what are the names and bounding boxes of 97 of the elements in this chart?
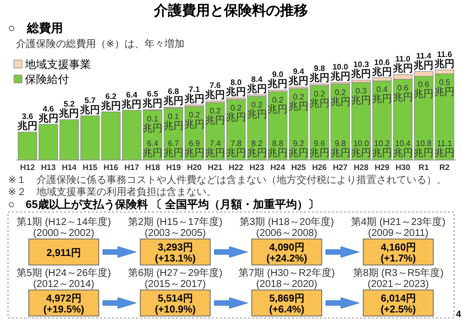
total-label: 11.6兆円 — [434, 50, 455, 70]
data-label: 0.2 兆円 — [246, 100, 267, 120]
total-label: 6.8兆円 — [162, 87, 184, 108]
total-label: 6.2兆円 — [100, 92, 121, 112]
x-tick-label: H21 — [208, 163, 224, 172]
total-label: 5.7兆円 — [79, 96, 100, 116]
data-label: 0.3 兆円 — [351, 86, 372, 106]
data-label: 0.2 兆円 — [330, 88, 350, 108]
x-tick-label: H24 — [270, 163, 286, 172]
category-label: 第5期 (H24～26年度) (2012～2014) — [16, 267, 111, 290]
data-label: 10.4 兆円 — [392, 139, 413, 159]
data-label: 6.9 兆円 — [184, 139, 204, 159]
total-label: 9.8兆円 — [308, 64, 330, 84]
data-label: 0.2 兆円 — [184, 110, 204, 130]
x-tick-label: H23 — [250, 163, 265, 172]
category-label: 第3期 (H18～20年度) (2006～2008) — [240, 216, 334, 239]
x-tick-label: H26 — [312, 163, 328, 172]
category-label: 第2期 (H15～17年度) (2003～2005) — [128, 216, 222, 239]
data-label: 0.2 兆円 — [226, 103, 246, 124]
data-label: 0.2 兆円 — [309, 90, 330, 110]
data-label: 2,911円 — [46, 248, 81, 259]
data-label: 0.1 兆円 — [142, 114, 163, 134]
total-label: 8.0兆円 — [225, 78, 246, 98]
data-label: 4,160円 (+1.7%) — [380, 242, 416, 264]
x-tick-label: R1 — [418, 163, 430, 172]
data-label: 0.6 兆円 — [392, 83, 413, 104]
x-tick-label: H28 — [354, 163, 369, 172]
data-label: 0.6 兆円 — [414, 80, 434, 100]
data-label: 10.0 兆円 — [351, 139, 372, 159]
total-label: 7.1兆円 — [183, 84, 204, 105]
text: ○ 65歳以上が支払う保険料 〔 全国平均（月額・加重平均）〕 — [8, 198, 319, 211]
category-label: 第6期 (H27～29年度) (2015～2017) — [128, 267, 222, 290]
data-label: 3,293円 (+13.1%) — [154, 242, 196, 264]
total-label: 8.4兆円 — [246, 74, 267, 95]
data-label: 4,090円 (+24.2%) — [266, 242, 308, 264]
data-label: 7.4 兆円 — [205, 139, 226, 159]
text: ※１ 介護保険に係る事務コストや人件費などは含まない（地方交付税により措置されている）。 — [8, 174, 446, 186]
total-label: 11.0兆円 — [392, 54, 413, 75]
data-label: 0.2 兆円 — [288, 92, 309, 113]
total-label: 5.2兆円 — [58, 100, 80, 120]
x-tick-label: H27 — [332, 163, 348, 172]
total-label: 7.6兆円 — [204, 81, 226, 102]
data-label: 6,014円 (+2.5%) — [380, 294, 416, 316]
x-tick-label: H20 — [186, 163, 202, 172]
data-label: 0.1 兆円 — [163, 112, 184, 132]
legend-label: 地域支援事業 — [24, 58, 91, 71]
legend-label: 保険給付 — [25, 74, 69, 86]
data-label: 9.8 兆円 — [330, 139, 350, 159]
data-label: 6.4 兆円 — [142, 139, 163, 159]
total-label: 10.6兆円 — [370, 58, 392, 78]
data-label: 4,972円 (+19.5%) — [43, 294, 84, 316]
x-tick-label: H12 — [20, 163, 36, 172]
total-label: 9.4兆円 — [288, 67, 309, 88]
text: 4 — [456, 309, 461, 319]
x-tick-label: H29 — [374, 163, 390, 172]
total-label: 10.0兆円 — [329, 62, 350, 82]
data-label: 0.4 兆円 — [372, 84, 392, 105]
x-tick-label: H13 — [40, 163, 56, 172]
data-label: 6.7 兆円 — [163, 139, 184, 159]
data-label: 10.8 兆円 — [414, 139, 434, 159]
category-label: 第7期 (H30～R2年度) (2018～2020) — [238, 267, 335, 290]
data-label: 7.8 兆円 — [226, 139, 246, 159]
data-label: 0.2 兆円 — [205, 106, 226, 127]
x-tick-label: H25 — [291, 163, 306, 172]
data-label: 11.1 兆円 — [434, 139, 455, 159]
data-label: 9.6 兆円 — [309, 139, 330, 159]
data-label: 8.2 兆円 — [246, 139, 267, 159]
data-label: 10.2 兆円 — [372, 139, 392, 159]
x-tick-label: H17 — [124, 163, 140, 172]
x-tick-label: H16 — [104, 163, 119, 172]
x-tick-label: H15 — [82, 163, 98, 172]
category-label: 第4期 (H21～23年度) (2009～2011) — [351, 216, 446, 239]
total-label: 9.0兆円 — [266, 70, 288, 90]
text: ※２ 地域支援事業の利用者負担は含まない。 — [8, 186, 216, 198]
data-label: 9.2 兆円 — [288, 139, 309, 159]
total-label: 11.4兆円 — [412, 52, 434, 72]
x-tick-label: H18 — [145, 163, 160, 172]
total-label: 4.6兆円 — [37, 104, 58, 124]
category-label: 第8期 (R3～R5年度) (2021～2023) — [352, 267, 444, 290]
category-label: 第1期 (H12～14年度) (2000～2002) — [16, 216, 111, 239]
total-label: 3.6兆円 — [16, 112, 38, 132]
data-label: 0.2 兆円 — [268, 96, 288, 116]
data-label: 5,514円 (+10.9%) — [154, 294, 196, 316]
chart-title: 介護費用と保険料の推移 — [153, 2, 308, 18]
chart-subtitle: ○ 総費用 — [8, 21, 64, 35]
x-tick-label: H22 — [228, 163, 244, 172]
total-label: 6.5兆円 — [142, 90, 163, 110]
x-tick-label: H14 — [62, 163, 78, 172]
data-label: 5,869円 (+6.4%) — [269, 294, 304, 316]
x-tick-label: H19 — [166, 163, 182, 172]
x-tick-label: R2 — [439, 163, 450, 172]
x-tick-label: H30 — [395, 163, 411, 172]
data-label: 0.5 兆円 — [434, 78, 455, 98]
data-label: 8.8 兆円 — [268, 139, 288, 159]
text: 介護保険の総費用（※）は、年々増加 — [16, 38, 184, 50]
total-label: 10.3兆円 — [350, 60, 372, 80]
total-label: 6.4兆円 — [120, 90, 142, 110]
